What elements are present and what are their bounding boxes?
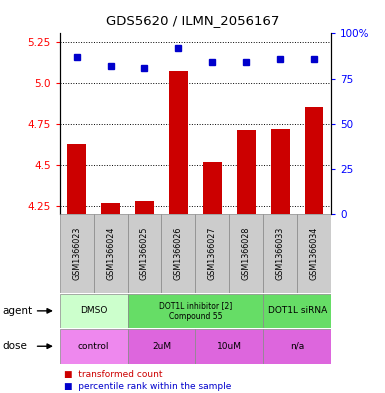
- Bar: [60, 214, 94, 293]
- Text: DMSO: DMSO: [80, 307, 107, 315]
- Bar: [169, 71, 188, 214]
- Bar: [127, 294, 263, 328]
- Bar: [203, 162, 222, 214]
- Text: GSM1366027: GSM1366027: [208, 227, 217, 280]
- Bar: [297, 214, 331, 293]
- Text: 2uM: 2uM: [152, 342, 171, 351]
- Bar: [60, 329, 127, 364]
- Text: GSM1366025: GSM1366025: [140, 227, 149, 280]
- Text: agent: agent: [2, 306, 32, 316]
- Text: ■  transformed count: ■ transformed count: [64, 370, 162, 378]
- Bar: [271, 129, 290, 214]
- Bar: [127, 214, 161, 293]
- Bar: [263, 294, 331, 328]
- Text: control: control: [78, 342, 109, 351]
- Text: n/a: n/a: [290, 342, 304, 351]
- Bar: [195, 214, 229, 293]
- Bar: [94, 214, 127, 293]
- Text: GSM1366026: GSM1366026: [174, 227, 183, 280]
- Text: GDS5620 / ILMN_2056167: GDS5620 / ILMN_2056167: [106, 14, 279, 27]
- Bar: [60, 294, 127, 328]
- Bar: [101, 203, 120, 214]
- Bar: [161, 214, 196, 293]
- Bar: [263, 329, 331, 364]
- Bar: [195, 329, 263, 364]
- Bar: [127, 329, 195, 364]
- Bar: [237, 130, 256, 214]
- Bar: [305, 107, 323, 214]
- Text: GSM1366023: GSM1366023: [72, 227, 81, 280]
- Text: GSM1366033: GSM1366033: [276, 227, 285, 280]
- Bar: [229, 214, 263, 293]
- Bar: [263, 214, 297, 293]
- Text: GSM1366024: GSM1366024: [106, 227, 115, 280]
- Bar: [67, 143, 86, 214]
- Text: ■  percentile rank within the sample: ■ percentile rank within the sample: [64, 382, 231, 391]
- Text: dose: dose: [2, 341, 27, 351]
- Text: DOT1L inhibitor [2]
Compound 55: DOT1L inhibitor [2] Compound 55: [159, 301, 232, 321]
- Text: DOT1L siRNA: DOT1L siRNA: [268, 307, 327, 315]
- Text: GSM1366028: GSM1366028: [242, 227, 251, 280]
- Text: GSM1366034: GSM1366034: [310, 227, 319, 280]
- Text: 10uM: 10uM: [217, 342, 242, 351]
- Bar: [135, 201, 154, 214]
